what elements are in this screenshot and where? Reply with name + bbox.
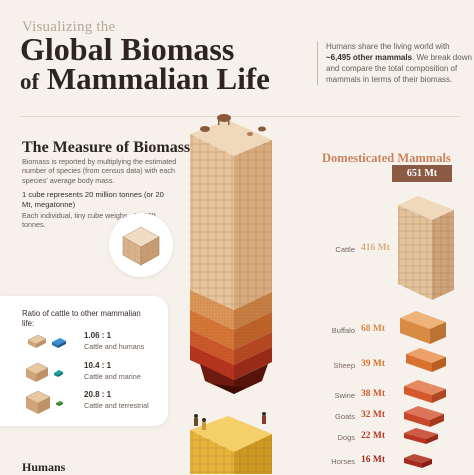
- header-divider: [20, 116, 460, 117]
- category-value-sheep: 39 Mt: [361, 359, 386, 369]
- page-title: Global Biomass: [20, 31, 235, 67]
- ratio-row-terrestrial: 20.8 : 1 Cattle and terrestrial: [22, 389, 162, 417]
- cube-body: Each individual, tiny cube weighs ~20,00…: [22, 211, 156, 230]
- category-name-horses: Horses: [331, 457, 355, 466]
- category-name-dogs: Dogs: [337, 433, 355, 442]
- category-value-dogs: 22 Mt: [361, 431, 386, 441]
- block-dogs: [404, 428, 438, 444]
- human-figures-icon: [194, 412, 266, 430]
- category-value-horses: 16 Mt: [361, 455, 386, 465]
- intro-after: . We break down and compare the total co…: [326, 53, 472, 84]
- cattle-marine-cubes-icon: [25, 362, 63, 382]
- block-cattle: [398, 196, 454, 300]
- category-name-cattle: Cattle: [335, 245, 355, 254]
- intro-highlight: ~6,495 other mammals: [326, 53, 413, 62]
- measure-heading: The Measure of Biomass: [22, 139, 191, 156]
- page-title-line2: of Mammalian Life: [20, 63, 270, 98]
- intro-before: Humans share the living world with: [326, 42, 450, 51]
- category-value-goats: 32 Mt: [361, 410, 386, 420]
- ratio-value-marine: 10.4 : 1: [84, 361, 112, 370]
- title-kicker: Visualizing the: [22, 19, 116, 35]
- title-of: of: [20, 69, 40, 94]
- cube-heading: 1 cube represents 20 million tonnes (or …: [22, 190, 164, 209]
- title-line2-text: Mammalian Life: [46, 61, 270, 96]
- category-name-sheep: Sheep: [333, 361, 355, 370]
- tower-cattle-segment: [190, 120, 272, 310]
- ratio-row-humans: 1.06 : 1 Cattle and humans: [22, 330, 162, 358]
- domesticated-total-badge: 651 Mt: [392, 165, 452, 182]
- demo-cube-badge: [109, 213, 173, 277]
- ratio-label-marine: Cattle and marine: [84, 372, 141, 381]
- intro-text: Humans share the living world with ~6,49…: [317, 41, 472, 85]
- measure-body: Biomass is reported by multiplying the e…: [22, 157, 177, 185]
- cattle-humans-cubes-icon: [27, 334, 66, 348]
- tower-bottom-segment: [200, 364, 268, 394]
- category-name-goats: Goats: [334, 412, 355, 421]
- domesticated-heading: Domesticated Mammals: [322, 151, 451, 165]
- category-value-cattle: 416 Mt: [361, 243, 390, 253]
- ratio-title: Ratio of cattle to other mammalian life:: [22, 309, 141, 328]
- tower-humans-segment: [190, 416, 272, 474]
- block-buffalo: [400, 311, 446, 344]
- ratio-row-marine: 10.4 : 1 Cattle and marine: [22, 360, 162, 388]
- block-swine: [404, 380, 446, 403]
- block-sheep: [406, 348, 446, 372]
- humans-heading: Humans: [22, 460, 66, 474]
- category-name-buffalo: Buffalo: [331, 326, 355, 335]
- demo-cube-icon: [122, 226, 160, 266]
- animal-figures-icon: [200, 114, 266, 136]
- block-horses: [404, 454, 432, 468]
- block-goats: [404, 406, 444, 427]
- ratio-value-terrestrial: 20.8 : 1: [84, 390, 112, 399]
- ratio-label-terrestrial: Cattle and terrestrial: [84, 401, 149, 410]
- category-value-swine: 38 Mt: [361, 389, 386, 399]
- cattle-terrestrial-cubes-icon: [25, 390, 63, 414]
- tower-mid-segments: [190, 290, 272, 380]
- ratio-label-humans: Cattle and humans: [84, 342, 145, 351]
- category-name-swine: Swine: [334, 391, 355, 400]
- ratio-value-humans: 1.06 : 1: [84, 331, 112, 340]
- category-value-buffalo: 68 Mt: [361, 324, 386, 334]
